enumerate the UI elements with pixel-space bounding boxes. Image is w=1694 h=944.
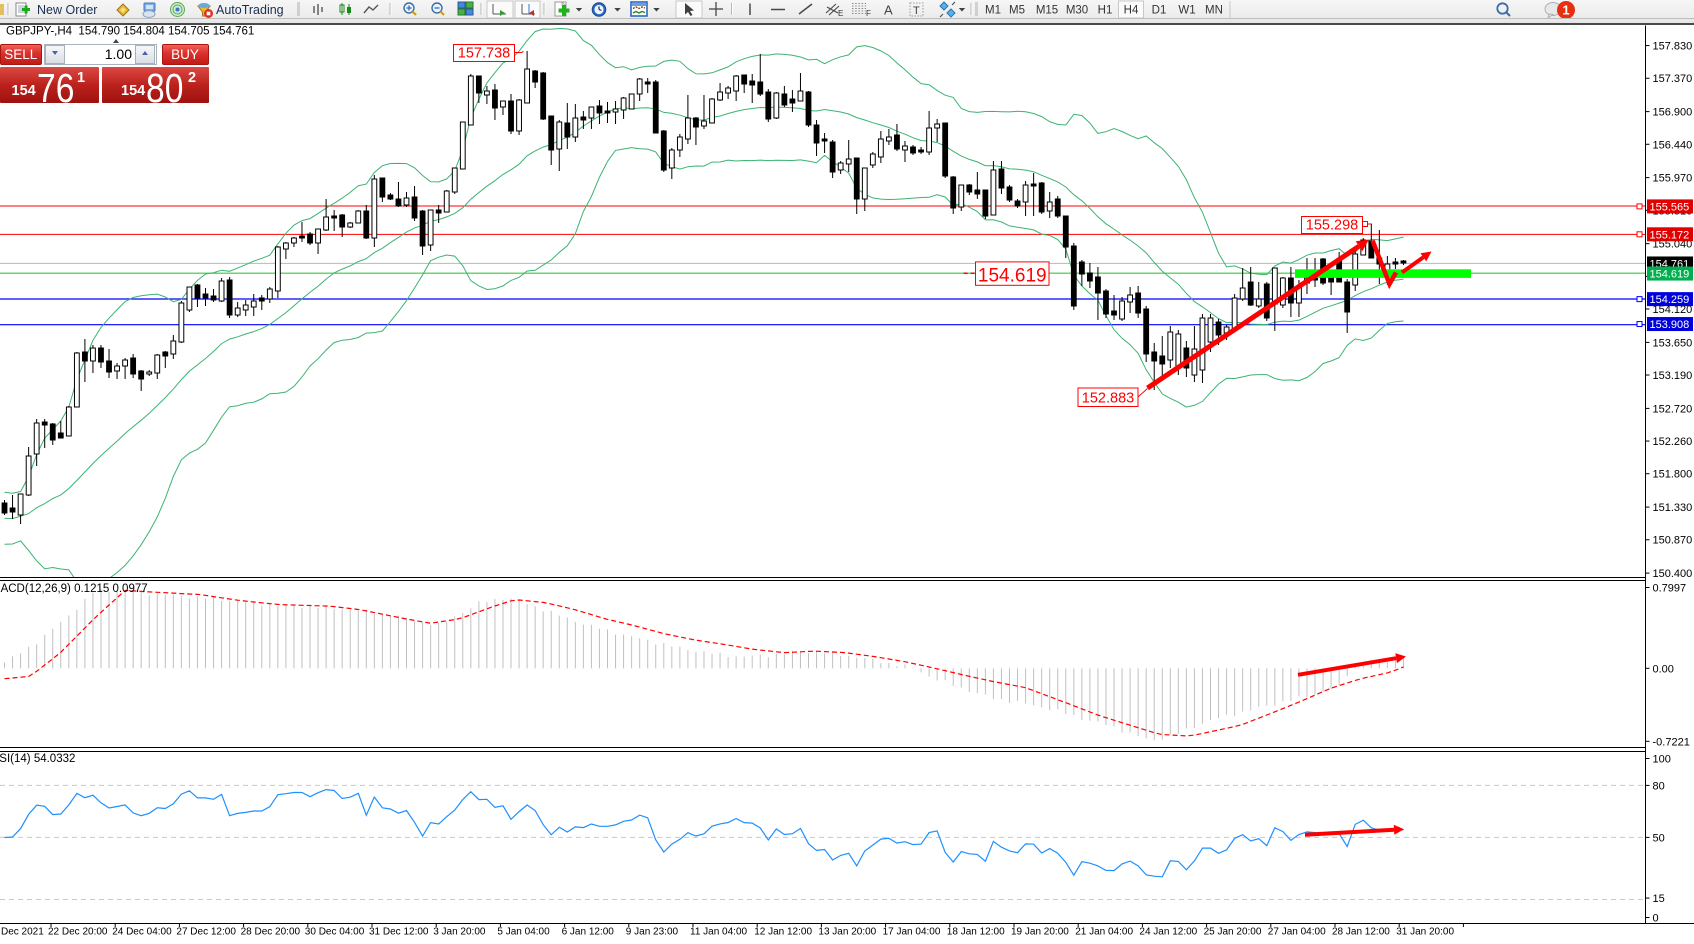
svg-text:151.330: 151.330 (1653, 502, 1693, 514)
svg-text:154.120: 154.120 (1653, 304, 1693, 316)
svg-text:27 Jan 04:00: 27 Jan 04:00 (1268, 927, 1326, 938)
svg-text:155.565: 155.565 (1650, 201, 1690, 213)
svg-text:24 Jan 12:00: 24 Jan 12:00 (1139, 927, 1197, 938)
svg-text:0.00: 0.00 (1653, 663, 1674, 675)
svg-text:17 Jan 04:00: 17 Jan 04:00 (883, 927, 941, 938)
svg-text:155.040: 155.040 (1653, 239, 1693, 251)
svg-text:M30: M30 (1066, 5, 1088, 17)
svg-text:M5: M5 (1009, 5, 1025, 17)
svg-text:0: 0 (1653, 913, 1659, 925)
svg-text:15: 15 (1653, 893, 1665, 905)
svg-text:F: F (866, 9, 871, 18)
svg-text:MN: MN (1205, 5, 1223, 17)
svg-text:157.830: 157.830 (1653, 41, 1693, 53)
svg-text:13 Jan 20:00: 13 Jan 20:00 (818, 927, 876, 938)
svg-text:A: A (884, 3, 893, 18)
svg-text:30 Dec 04:00: 30 Dec 04:00 (305, 927, 365, 938)
svg-text:E: E (838, 9, 843, 18)
svg-text:H1: H1 (1098, 5, 1113, 17)
svg-text:151.800: 151.800 (1653, 469, 1693, 481)
svg-text:155.970: 155.970 (1653, 173, 1693, 185)
svg-text:28 Dec 20:00: 28 Dec 20:00 (241, 927, 301, 938)
svg-text:28 Jan 12:00: 28 Jan 12:00 (1332, 927, 1390, 938)
svg-text:M1: M1 (985, 5, 1001, 17)
svg-text:150.400: 150.400 (1653, 568, 1693, 580)
svg-text:M15: M15 (1036, 5, 1058, 17)
svg-text:157.738: 157.738 (458, 46, 510, 62)
svg-text:150.870: 150.870 (1653, 535, 1693, 547)
svg-text:156.440: 156.440 (1653, 139, 1693, 151)
svg-text:RSI(14) 54.0332: RSI(14) 54.0332 (0, 753, 75, 765)
svg-text:153.190: 153.190 (1653, 370, 1693, 382)
svg-text:31 Jan 20:00: 31 Jan 20:00 (1396, 927, 1454, 938)
svg-text:80: 80 (1653, 780, 1665, 792)
svg-text:100: 100 (1653, 754, 1671, 766)
svg-text:152.720: 152.720 (1653, 403, 1693, 415)
svg-text:0.7997: 0.7997 (1653, 583, 1687, 595)
svg-text:152.883: 152.883 (1082, 391, 1134, 407)
svg-text:21 Jan 04:00: 21 Jan 04:00 (1075, 927, 1133, 938)
svg-text:T: T (913, 5, 920, 17)
svg-text:MACD(12,26,9) 0.1215 0.0977: MACD(12,26,9) 0.1215 0.0977 (0, 583, 148, 595)
svg-text:D1: D1 (1152, 5, 1167, 17)
svg-text:24 Dec 04:00: 24 Dec 04:00 (112, 927, 172, 938)
svg-text:154.619: 154.619 (1650, 269, 1690, 281)
svg-text:Dec 2021: Dec 2021 (1, 927, 44, 938)
svg-text:154.259: 154.259 (1650, 294, 1690, 306)
svg-text:1: 1 (1562, 3, 1569, 18)
svg-text:18 Jan 12:00: 18 Jan 12:00 (947, 927, 1005, 938)
svg-text:31 Dec 12:00: 31 Dec 12:00 (369, 927, 429, 938)
svg-text:155.298: 155.298 (1306, 218, 1358, 234)
svg-text:12 Jan 12:00: 12 Jan 12:00 (754, 927, 812, 938)
svg-text:GBPJPY-,H4 154.790 154.804 15: GBPJPY-,H4 154.790 154.804 154.705 154.7… (6, 26, 254, 38)
svg-text:AutoTrading: AutoTrading (216, 3, 284, 17)
svg-text:157.370: 157.370 (1653, 73, 1693, 85)
svg-text:154.619: 154.619 (978, 265, 1047, 286)
svg-text:50: 50 (1653, 832, 1665, 844)
svg-text:152.260: 152.260 (1653, 436, 1693, 448)
svg-text:153.650: 153.650 (1653, 337, 1693, 349)
svg-text:5 Jan 04:00: 5 Jan 04:00 (497, 927, 550, 938)
svg-text:6 Jan 12:00: 6 Jan 12:00 (562, 927, 615, 938)
svg-text:9 Jan 23:00: 9 Jan 23:00 (626, 927, 679, 938)
svg-text:W1: W1 (1178, 5, 1195, 17)
svg-text:11 Jan 04:00: 11 Jan 04:00 (690, 927, 748, 938)
svg-text:22 Dec 20:00: 22 Dec 20:00 (48, 927, 108, 938)
svg-text:153.908: 153.908 (1650, 319, 1690, 331)
svg-text:New Order: New Order (37, 3, 97, 17)
svg-text:H4: H4 (1124, 5, 1139, 17)
svg-text:25 Jan 20:00: 25 Jan 20:00 (1204, 927, 1262, 938)
svg-text:19 Jan 20:00: 19 Jan 20:00 (1011, 927, 1069, 938)
svg-text:27 Dec 12:00: 27 Dec 12:00 (176, 927, 236, 938)
svg-text:3 Jan 20:00: 3 Jan 20:00 (433, 927, 486, 938)
svg-text:156.900: 156.900 (1653, 107, 1693, 119)
svg-text:155.172: 155.172 (1650, 229, 1690, 241)
svg-text:-0.7221: -0.7221 (1653, 736, 1690, 748)
